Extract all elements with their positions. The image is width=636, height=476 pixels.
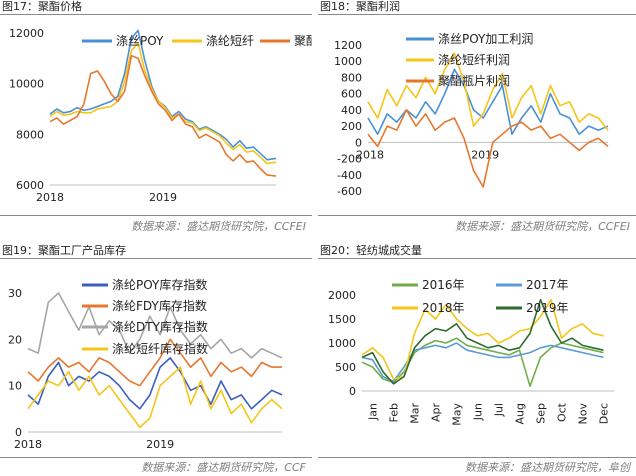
x-tick-label: Nov (577, 403, 590, 425)
legend-label: 涤纶短纤利润 (438, 53, 510, 67)
y-tick-label: 200 (341, 120, 362, 133)
y-tick-label: -600 (337, 185, 362, 198)
figure-18-bottom-rule (318, 215, 636, 216)
y-tick-label: 800 (341, 71, 362, 84)
y-tick-label: 30 (8, 287, 22, 300)
x-tick-label: 2019 (149, 191, 177, 204)
series-line (361, 337, 604, 387)
y-tick-label: 1000 (328, 337, 356, 350)
y-tick-label: 0 (355, 136, 362, 149)
figure-17-source: 数据来源：盛达期货研究院，CCFEI (131, 220, 306, 233)
figure-18-panel: 1200 1000 800 600 400 200 0 -200 -400 -600 2018 201… (318, 15, 636, 215)
y-tick-label: 12000 (9, 27, 44, 40)
figure-19-title: 图19：聚酯工厂产品库存 (2, 244, 126, 257)
x-tick-label: Jan (367, 403, 380, 421)
figure-20-chart: 2000 1500 1000 500 0 Jan Feb Mar Apr May Jun Jul Aug… (328, 278, 614, 426)
series-line (361, 298, 604, 385)
figure-20-top-rule (318, 258, 636, 259)
legend-label: 涤丝POY (116, 34, 164, 48)
figure-19-panel: 30 20 10 0 2018 2019 涤纶POY库存指数 涤纶FDY库存指数 涤纶DTY库存… (0, 259, 312, 456)
x-tick-label: 2018 (36, 191, 64, 204)
x-tick-label: Jun (472, 403, 485, 421)
figure-19-bottom-rule (0, 457, 312, 458)
y-tick-label: 400 (341, 104, 362, 117)
legend-label: 2018年 (422, 301, 465, 315)
series-line (27, 357, 283, 410)
x-tick-label: 2019 (146, 438, 174, 451)
legend-label: 2016年 (422, 278, 465, 292)
figure-20-bottom-rule (318, 457, 636, 458)
y-tick-label: 1000 (334, 55, 362, 68)
legend-label: 涤纶短纤 (206, 34, 254, 48)
series-line (27, 338, 282, 387)
legend-label: 涤纶DTY库存指数 (112, 319, 208, 334)
y-tick-label: 0 (349, 385, 356, 398)
y-tick-label: 10000 (9, 78, 44, 91)
series-line (49, 54, 277, 177)
series-line (49, 29, 277, 161)
figure-20-panel: 2000 1500 1000 500 0 Jan Feb Mar Apr May Jun Jul Aug… (318, 259, 636, 456)
legend-label: 涤丝POY加工利润 (438, 32, 533, 46)
x-tick-label: Oct (556, 402, 569, 422)
legend-label: 2019年 (526, 301, 569, 315)
figure-20-title: 图20：轻纺城成交量 (320, 244, 422, 257)
figure-19-top-rule (0, 258, 312, 259)
y-tick-label: 8000 (16, 128, 44, 141)
x-tick-label: 2018 (356, 148, 384, 161)
y-tick-label: 0 (15, 426, 22, 439)
figure-18-top-rule (318, 14, 636, 15)
x-tick-label: Apr (430, 403, 443, 423)
figure-17-title: 图17：聚酯价格 (2, 0, 82, 13)
y-tick-label: 1200 (334, 39, 362, 52)
x-tick-label: May (451, 403, 464, 426)
x-tick-label: Dec (598, 403, 611, 424)
y-tick-label: 500 (335, 361, 356, 374)
x-tick-label: Feb (388, 403, 401, 422)
y-tick-label: 2000 (328, 289, 356, 302)
y-tick-label: 20 (8, 333, 22, 346)
legend-label: 聚酯瓶片 (294, 34, 312, 48)
figure-18-source: 数据来源：盛达期货研究院，CCFEI (455, 220, 630, 233)
y-tick-label: 6000 (16, 179, 44, 192)
x-tick-label: Aug (514, 403, 527, 424)
series-line (27, 292, 283, 359)
figure-17-bottom-rule (0, 215, 312, 216)
figure-18-title: 图18：聚酯利润 (320, 0, 400, 13)
figure-18-chart: 1200 1000 800 600 400 200 0 -200 -400 -600 2018 201… (334, 32, 609, 198)
series-line (367, 52, 609, 131)
x-tick-label: 2018 (14, 438, 42, 451)
figure-20-source: 数据来源：盛达期货研究院，阜创 (465, 461, 630, 474)
legend-label: 涤纶短纤库存指数 (112, 341, 208, 356)
y-tick-label: 600 (341, 88, 362, 101)
series-line (27, 366, 283, 429)
figure-19-source: 数据来源：盛达期货研究院，CCF (141, 461, 306, 474)
y-tick-label: -200 (337, 153, 362, 166)
x-tick-label: Jul (493, 403, 506, 417)
legend-label: 涤纶FDY库存指数 (112, 298, 207, 313)
series-line (361, 342, 604, 383)
figure-17-top-rule (0, 14, 312, 15)
legend-label: 2017年 (526, 278, 569, 292)
legend-label: 涤纶POY库存指数 (112, 277, 207, 292)
y-tick-label: -400 (337, 169, 362, 182)
series-line (367, 109, 609, 188)
x-tick-label: Mar (409, 403, 422, 424)
x-tick-label: Sep (535, 403, 548, 424)
y-tick-label: 10 (8, 380, 22, 393)
legend-label: 聚酯瓶片利润 (438, 74, 510, 88)
series-line (49, 42, 277, 165)
y-tick-label: 1500 (328, 313, 356, 326)
x-tick-label: 2019 (471, 148, 499, 161)
